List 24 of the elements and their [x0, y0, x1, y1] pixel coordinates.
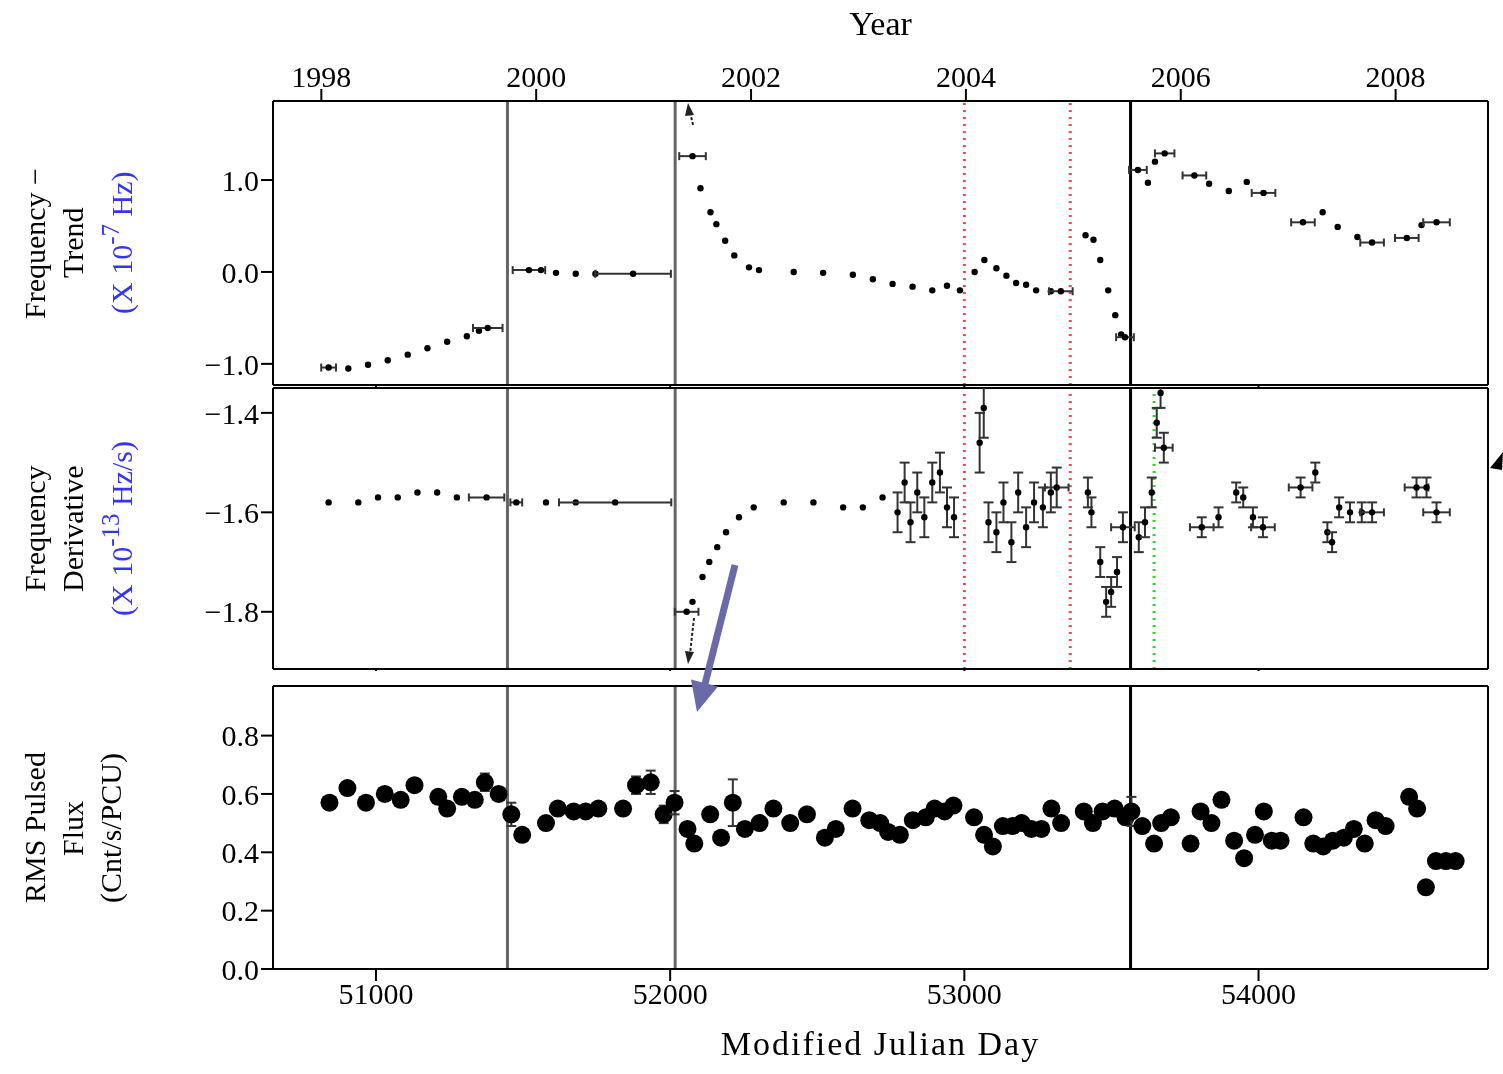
x-axis-title: Modified Julian Day	[720, 1025, 1041, 1062]
y-tick-label: −1.4	[204, 396, 259, 430]
y-tick-label: −1.0	[204, 347, 259, 381]
x-tick-label: 53000	[926, 977, 1002, 1011]
y-axis-title: RMS Pulsed Flux (Cnt/s/PCU)	[18, 751, 128, 905]
y-tick-label: 0.0	[221, 255, 259, 289]
x2-tick-label: 2004	[935, 60, 996, 93]
y-tick-label: 0.0	[221, 952, 259, 986]
x-tick-label: 54000	[1221, 977, 1297, 1011]
y-tick-label: 0.4	[221, 835, 259, 869]
y-tick-label: 0.6	[221, 777, 259, 811]
y-tick-label: 0.8	[221, 719, 259, 753]
y-tick-label: 1.0	[221, 163, 259, 197]
y-tick-label: −1.6	[204, 495, 259, 529]
y-tick-label: −1.8	[204, 595, 259, 629]
x2-tick-label: 2006	[1150, 60, 1211, 93]
x2-tick-label: 2008	[1365, 60, 1426, 93]
x-tick-label: 51000	[338, 977, 414, 1011]
x-tick-label: 52000	[632, 977, 708, 1011]
x2-axis-title: Year	[849, 5, 913, 43]
x2-tick-label: 1998	[291, 60, 352, 93]
x2-tick-label: 2002	[721, 60, 782, 93]
x2-tick-label: 2000	[506, 60, 567, 93]
y-tick-label: 0.2	[221, 894, 259, 928]
